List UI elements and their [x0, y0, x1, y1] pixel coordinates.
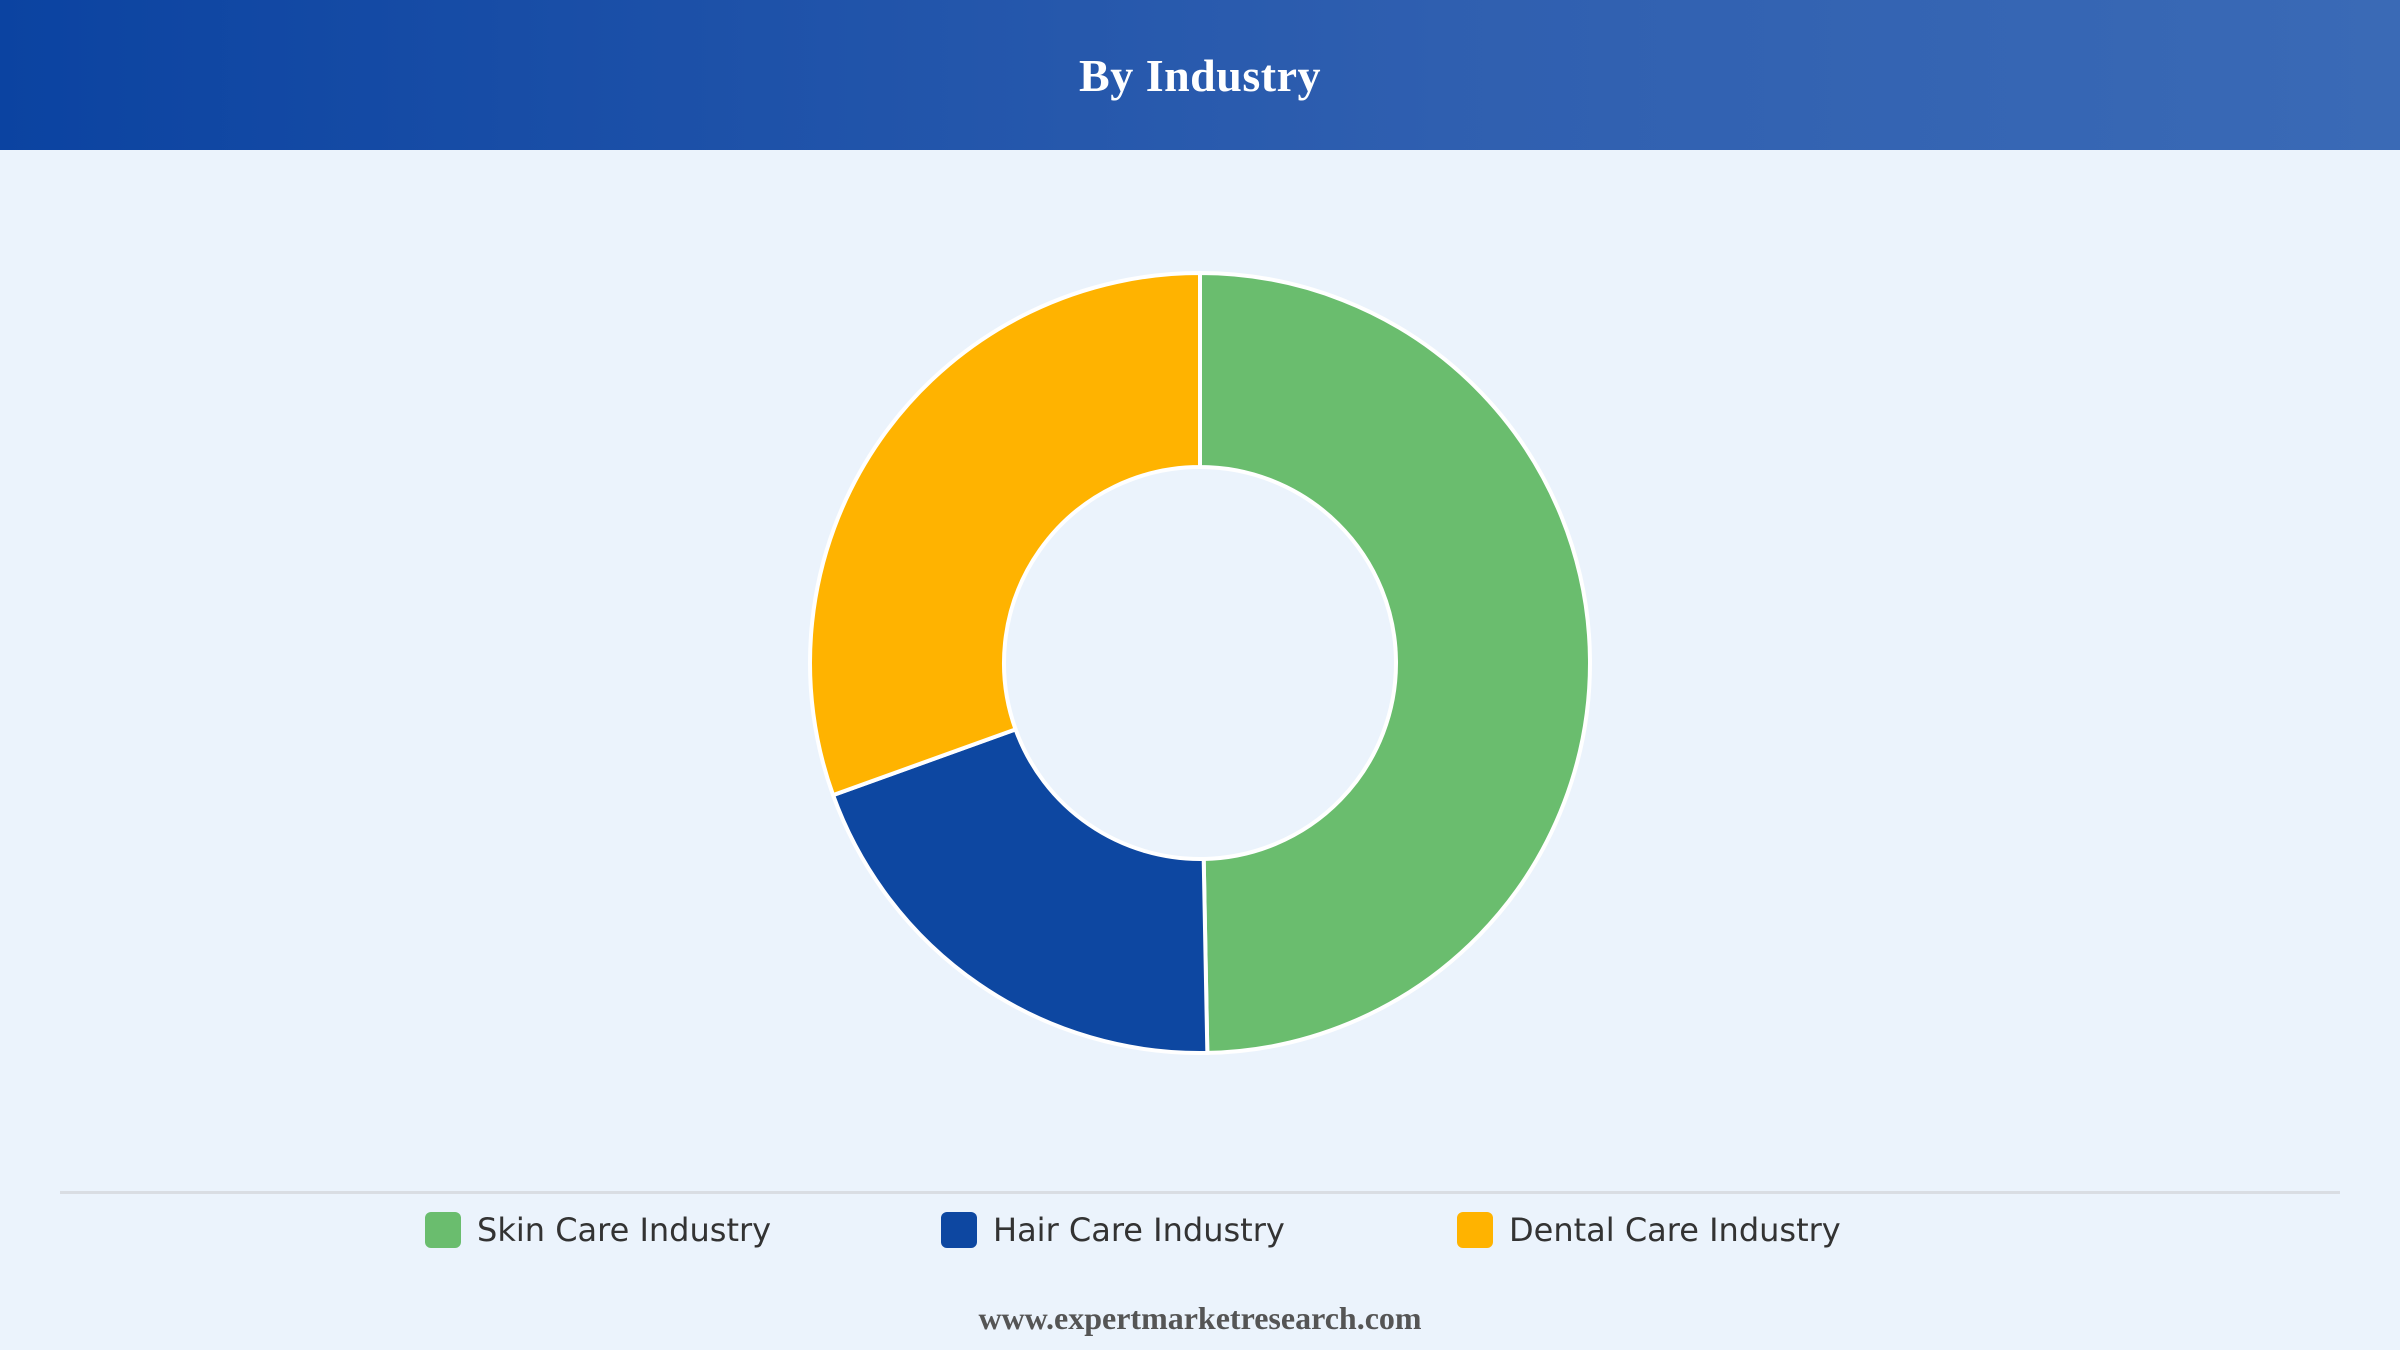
legend-divider — [60, 1191, 2340, 1194]
legend: Skin Care Industry Hair Care Industry De… — [0, 1210, 2400, 1250]
chart-area — [0, 150, 2400, 1190]
legend-item-skin-care[interactable]: Skin Care Industry — [425, 1210, 771, 1250]
slice-skin-care[interactable] — [1198, 271, 1592, 1055]
legend-swatch-hair-care — [941, 1212, 977, 1248]
legend-item-dental-care[interactable]: Dental Care Industry — [1457, 1210, 1841, 1250]
slice-hair-care[interactable] — [831, 727, 1210, 1055]
source-footer: www.expertmarketresearch.com — [978, 1300, 1422, 1336]
donut-chart — [808, 271, 1592, 1055]
chart-title: By Industry — [1079, 49, 1321, 101]
slice-dental-care[interactable] — [808, 271, 1202, 798]
legend-label-skin-care: Skin Care Industry — [477, 1211, 772, 1249]
chart-header: By Industry — [0, 0, 2400, 150]
legend-swatch-skin-care — [425, 1212, 461, 1248]
legend-item-hair-care[interactable]: Hair Care Industry — [941, 1210, 1285, 1250]
legend-label-hair-care: Hair Care Industry — [993, 1211, 1285, 1249]
legend-swatch-dental-care — [1457, 1212, 1493, 1248]
legend-label-dental-care: Dental Care Industry — [1509, 1211, 1841, 1249]
